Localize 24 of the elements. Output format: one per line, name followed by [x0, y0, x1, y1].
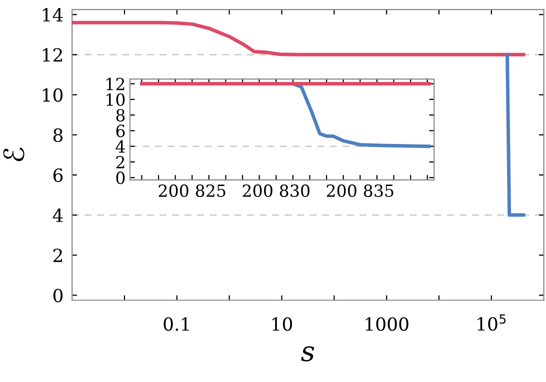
- y-tick-label: 4: [116, 140, 125, 153]
- x-axis-title: s: [301, 346, 314, 362]
- x-tick-label: 200 825: [158, 184, 226, 197]
- y-tick-label: 10: [42, 88, 63, 102]
- x-tick-label: 200 835: [326, 184, 394, 197]
- x-tick-label: 200 830: [242, 184, 310, 197]
- y-tick-label: 0: [53, 288, 63, 302]
- x-tick-label: 10: [272, 317, 292, 331]
- x-tick-label: 10$^{5}$: [478, 314, 506, 331]
- y-tick-label: 4: [52, 208, 63, 222]
- y-tick-label: 6: [53, 168, 63, 182]
- y-tick-label: 12: [42, 48, 62, 62]
- y-tick-label: 0: [116, 172, 125, 184]
- y-tick-label: 14: [42, 8, 63, 22]
- y-tick-label: 8: [53, 128, 63, 142]
- y-axis-title: ℰ: [3, 148, 24, 162]
- y-tick-label: 2: [53, 248, 62, 262]
- y-tick-label: 8: [116, 109, 125, 122]
- x-tick-label: 1000: [366, 317, 408, 331]
- y-tick-label: 10: [106, 93, 125, 106]
- x-tick-label: 0.1: [164, 317, 189, 331]
- y-tick-label: 12: [106, 78, 124, 90]
- y-tick-label: 2: [116, 156, 124, 168]
- y-tick-label: 6: [116, 124, 125, 138]
